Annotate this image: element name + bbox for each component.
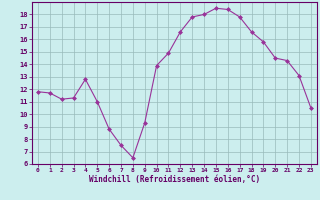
X-axis label: Windchill (Refroidissement éolien,°C): Windchill (Refroidissement éolien,°C) — [89, 175, 260, 184]
